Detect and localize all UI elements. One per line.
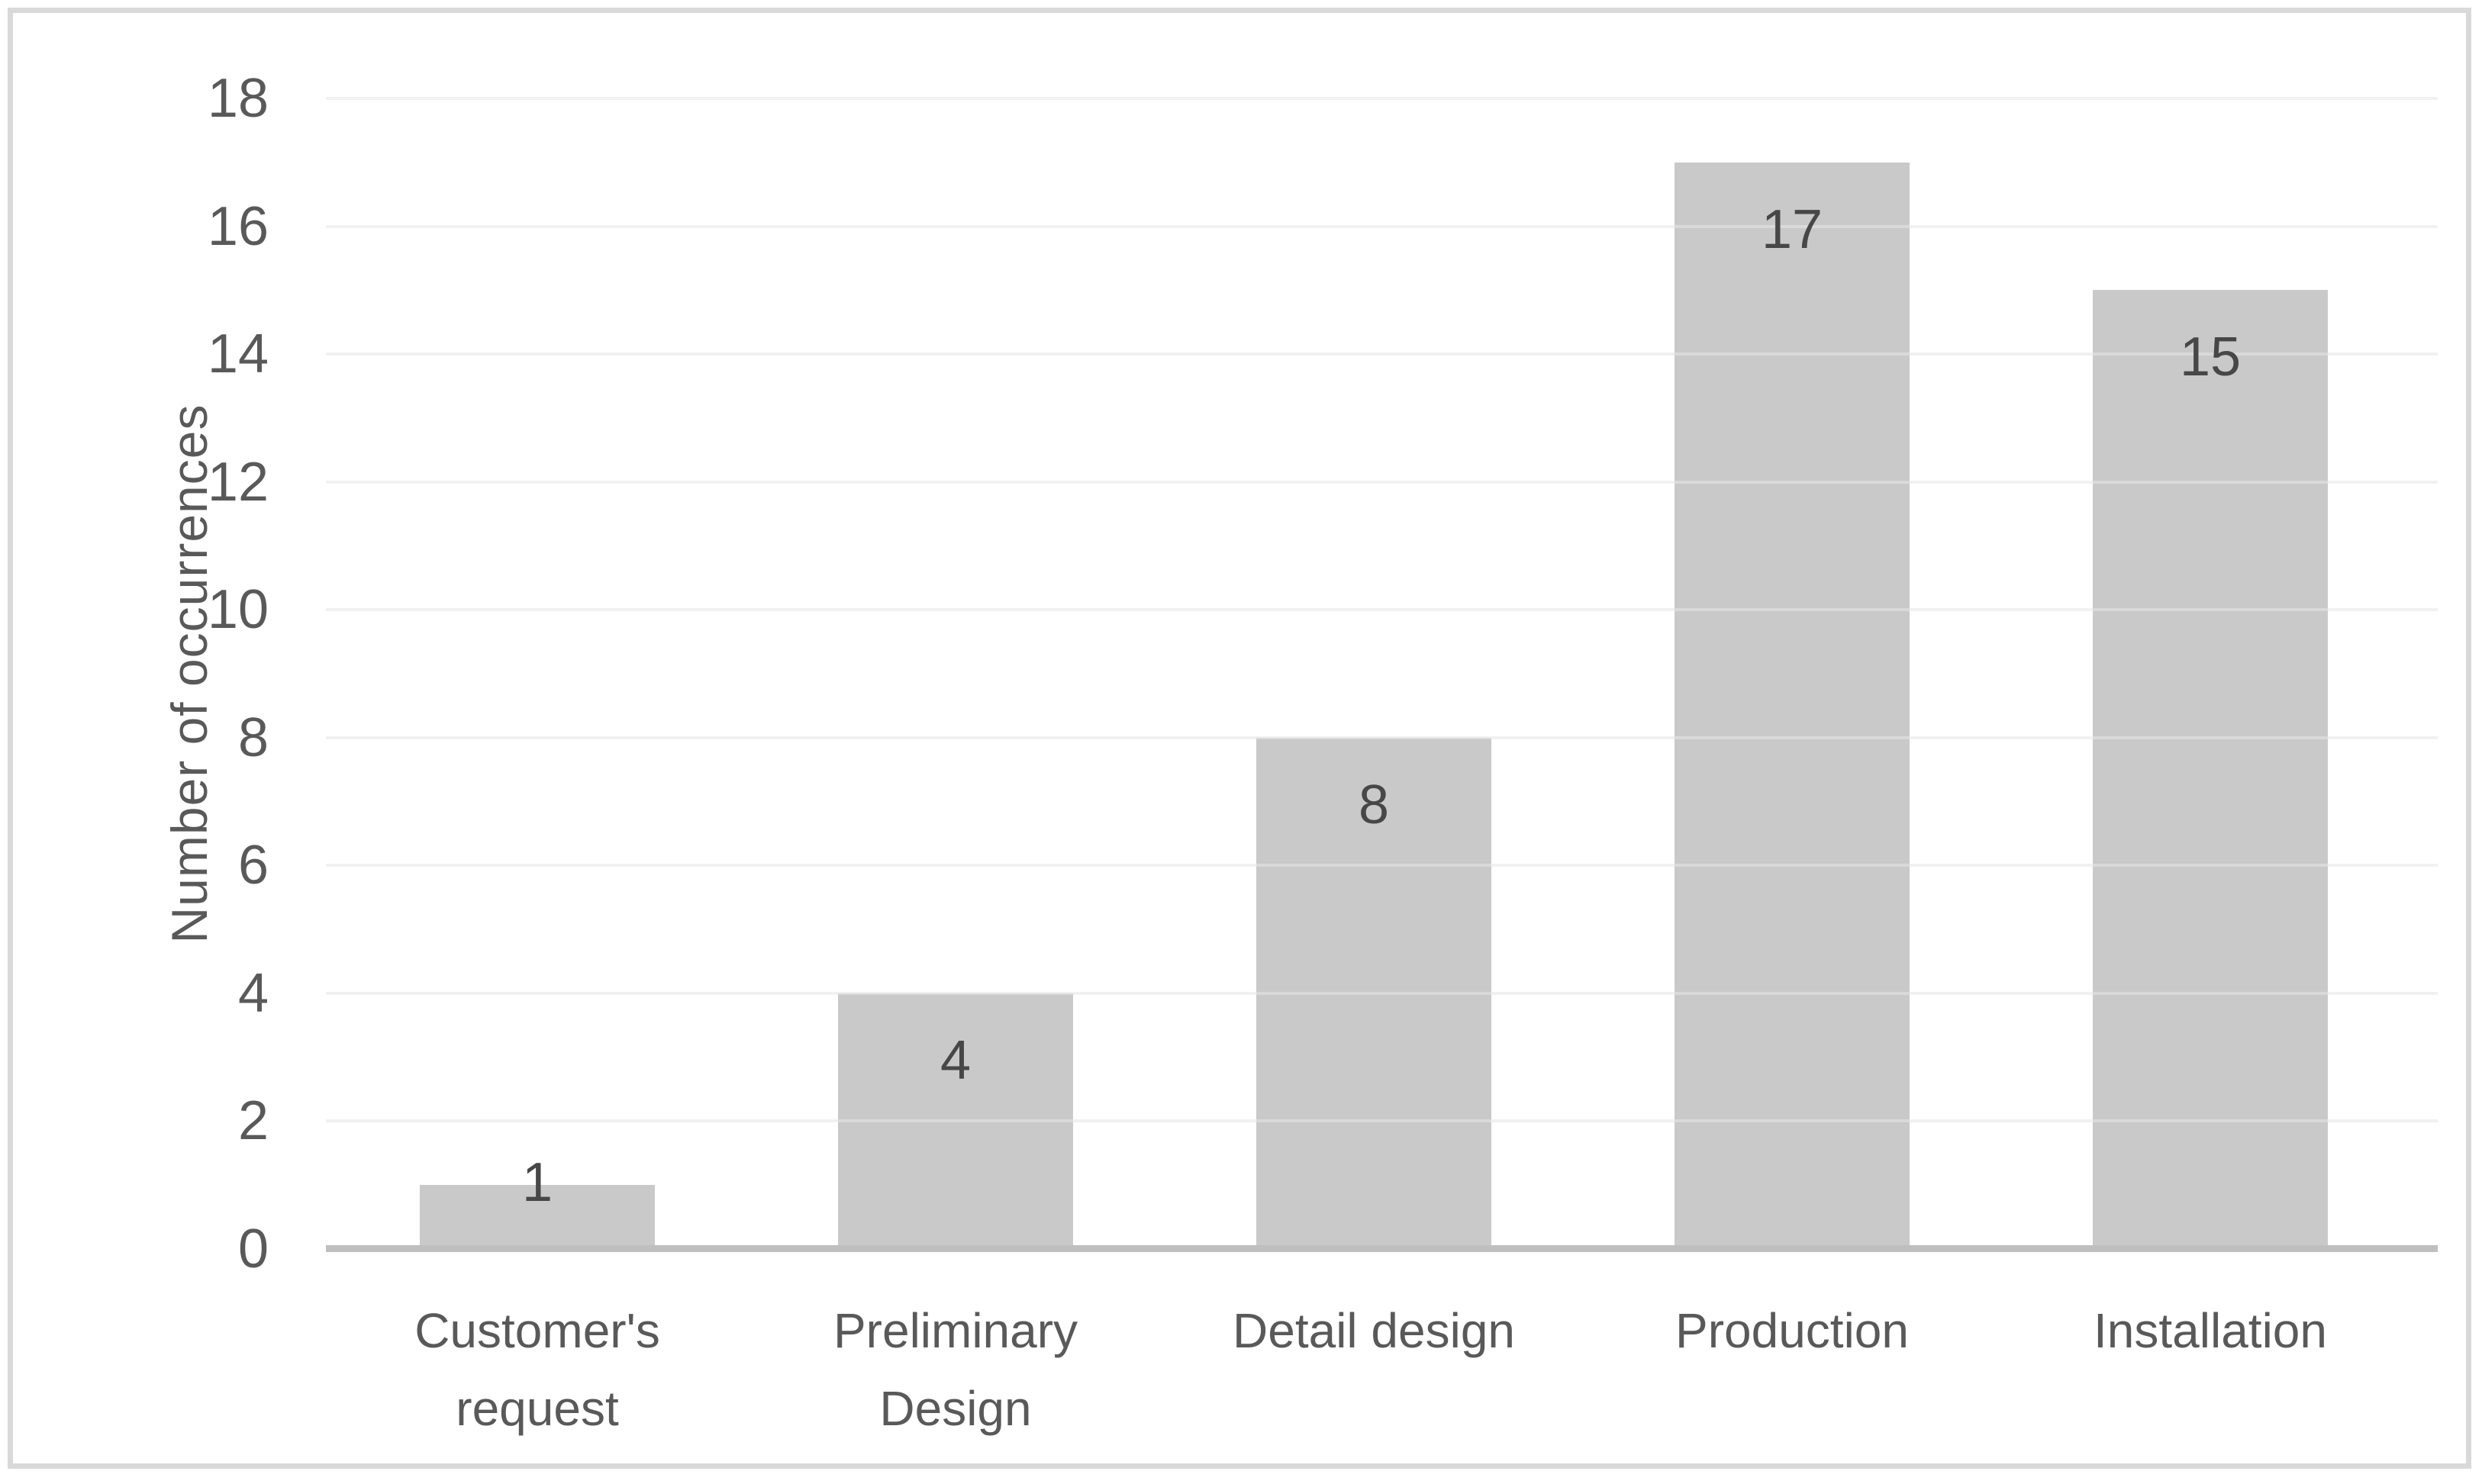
y-tick-label-2: 2 xyxy=(237,1090,269,1152)
bar-3 xyxy=(1675,162,1910,1249)
x-category-label-1: Preliminary Design xyxy=(833,1303,1078,1436)
plot-area: 1 4 8 17 15 xyxy=(326,97,2438,1252)
y-tick-label-12: 12 xyxy=(207,451,269,513)
y-tick-label-4: 4 xyxy=(237,962,269,1024)
bar-data-label-2: 8 xyxy=(1358,774,1390,835)
y-tick-label-6: 6 xyxy=(237,835,269,897)
y-tick-label-18: 18 xyxy=(207,68,269,129)
y-tick-label-8: 8 xyxy=(237,707,269,768)
gridline-y-14 xyxy=(326,352,2438,356)
gridline-y-6 xyxy=(326,864,2438,868)
bar-0 xyxy=(420,1185,655,1249)
gridline-y-12 xyxy=(326,480,2438,484)
y-tick-label-14: 14 xyxy=(207,324,269,385)
y-tick-label-10: 10 xyxy=(207,579,269,641)
x-category-label-4: Installation xyxy=(2094,1303,2327,1358)
bar-data-label-3: 17 xyxy=(1761,198,1823,260)
y-axis-tick-labels: 0 2 4 6 8 10 12 14 16 18 xyxy=(13,71,269,1276)
bar-data-label-0: 1 xyxy=(521,1152,553,1214)
gridline-y-4 xyxy=(326,991,2438,995)
bar-data-label-4: 15 xyxy=(2179,327,2242,388)
x-category-label-3: Production xyxy=(1675,1303,1909,1358)
bar-4 xyxy=(2093,290,2328,1249)
y-tick-label-16: 16 xyxy=(207,195,269,257)
gridline-y-18 xyxy=(326,97,2438,100)
chart-frame: Number of occurrences 1 4 8 17 15 0 2 4 6 8 10 12 1… xyxy=(8,8,2471,1469)
x-category-label-2: Detail design xyxy=(1233,1303,1515,1358)
x-axis-category-labels: Customer's request Preliminary Design Deta… xyxy=(326,1292,2438,1475)
gridline-y-10 xyxy=(326,608,2438,612)
x-axis-line xyxy=(326,1245,2438,1252)
gridline-y-16 xyxy=(326,224,2438,228)
gridline-y-8 xyxy=(326,736,2438,739)
y-tick-label-0: 0 xyxy=(237,1218,269,1280)
x-category-label-0: Customer's request xyxy=(414,1303,660,1436)
bar-data-label-1: 4 xyxy=(940,1029,972,1091)
gridline-y-2 xyxy=(326,1119,2438,1123)
